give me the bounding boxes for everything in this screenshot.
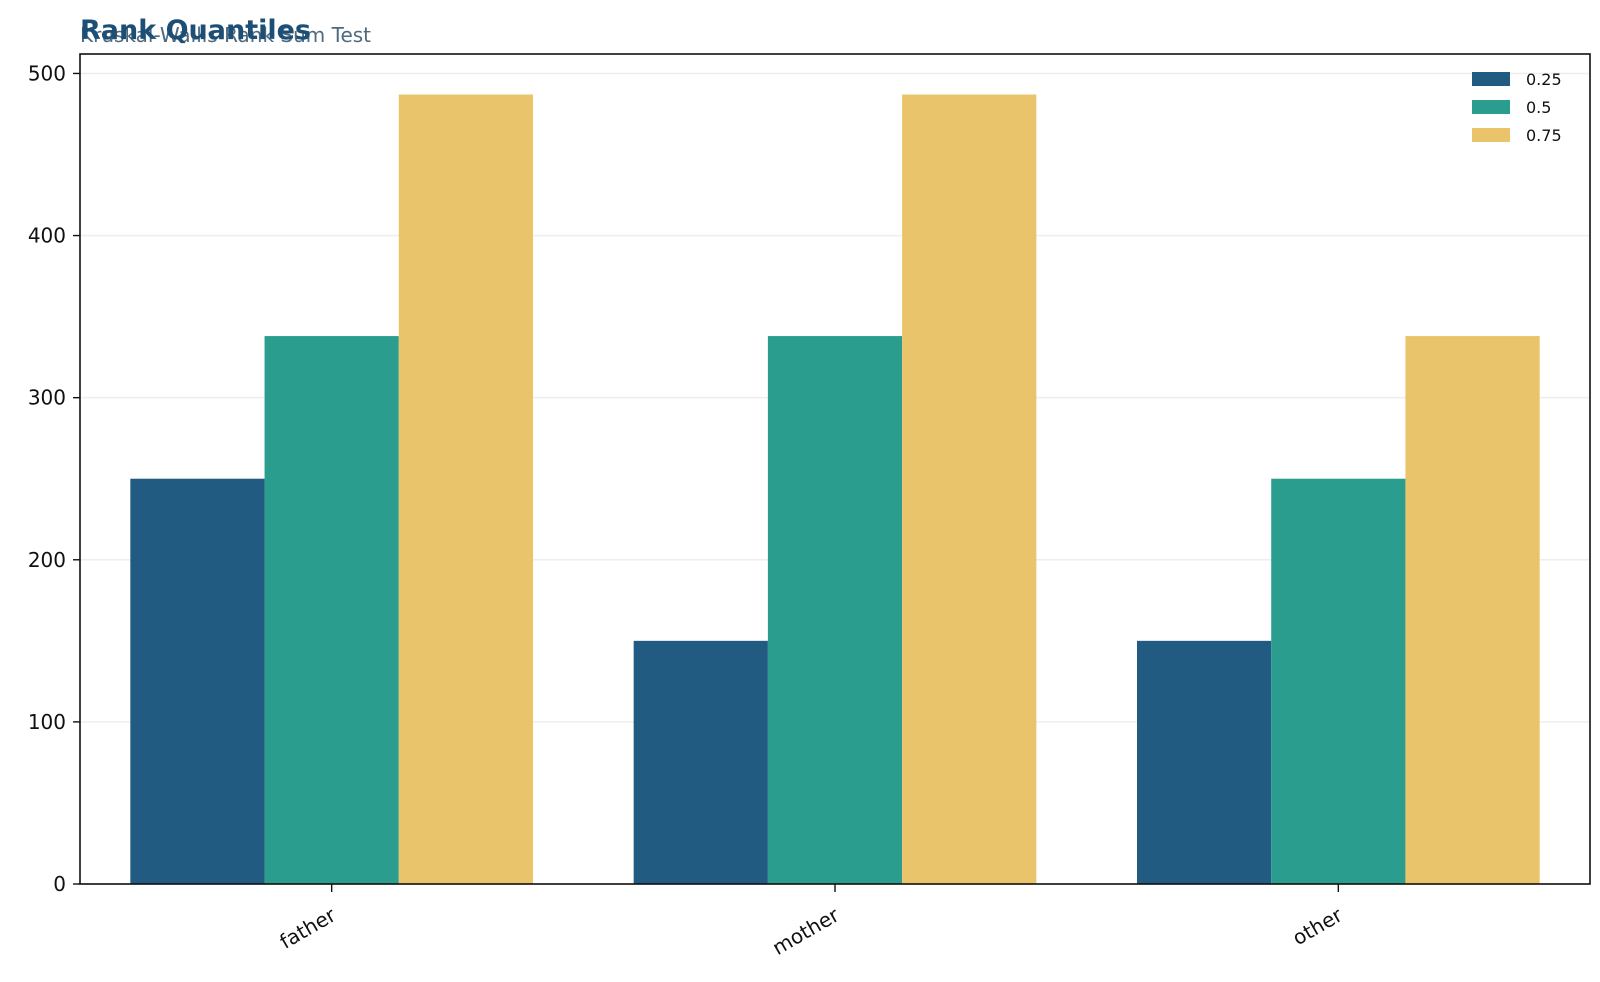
x-axis: father mother other bbox=[276, 884, 1347, 960]
legend-swatch-0.5 bbox=[1472, 100, 1510, 114]
bar-other-0.5 bbox=[1271, 478, 1406, 884]
chart-title: Rank Quantiles bbox=[80, 15, 311, 46]
legend-swatch-0.75 bbox=[1472, 128, 1510, 142]
bar-other-0.25 bbox=[1137, 640, 1272, 884]
legend-label-0.5: 0.5 bbox=[1526, 98, 1551, 117]
y-tick-label: 100 bbox=[28, 710, 66, 734]
bar-mother-0.25 bbox=[633, 640, 768, 884]
y-tick-label: 300 bbox=[28, 386, 66, 410]
y-tick-label: 200 bbox=[28, 548, 66, 572]
legend-label-0.25: 0.25 bbox=[1526, 70, 1562, 89]
x-tick-label-mother: mother bbox=[768, 902, 844, 960]
bar-father-0.5 bbox=[264, 336, 399, 884]
bar-father-0.75 bbox=[398, 94, 533, 884]
bar-other-0.75 bbox=[1405, 336, 1540, 884]
bar-father-0.25 bbox=[130, 478, 265, 884]
y-tick-label: 500 bbox=[28, 61, 66, 85]
y-axis: 0 100 200 300 400 500 bbox=[28, 61, 80, 896]
legend: 0.25 0.5 0.75 bbox=[1472, 70, 1562, 145]
y-tick-label: 400 bbox=[28, 224, 66, 248]
bar-mother-0.5 bbox=[767, 336, 903, 884]
bars bbox=[130, 94, 1540, 884]
legend-label-0.75: 0.75 bbox=[1526, 126, 1562, 145]
x-tick-label-father: father bbox=[276, 902, 341, 953]
y-tick-label: 0 bbox=[53, 872, 66, 896]
bar-mother-0.75 bbox=[902, 94, 1037, 884]
chart-subtitle: Kruskal-Wallis Rank Sum Test bbox=[80, 23, 371, 47]
legend-swatch-0.25 bbox=[1472, 72, 1510, 86]
x-tick-label-other: other bbox=[1288, 902, 1347, 950]
